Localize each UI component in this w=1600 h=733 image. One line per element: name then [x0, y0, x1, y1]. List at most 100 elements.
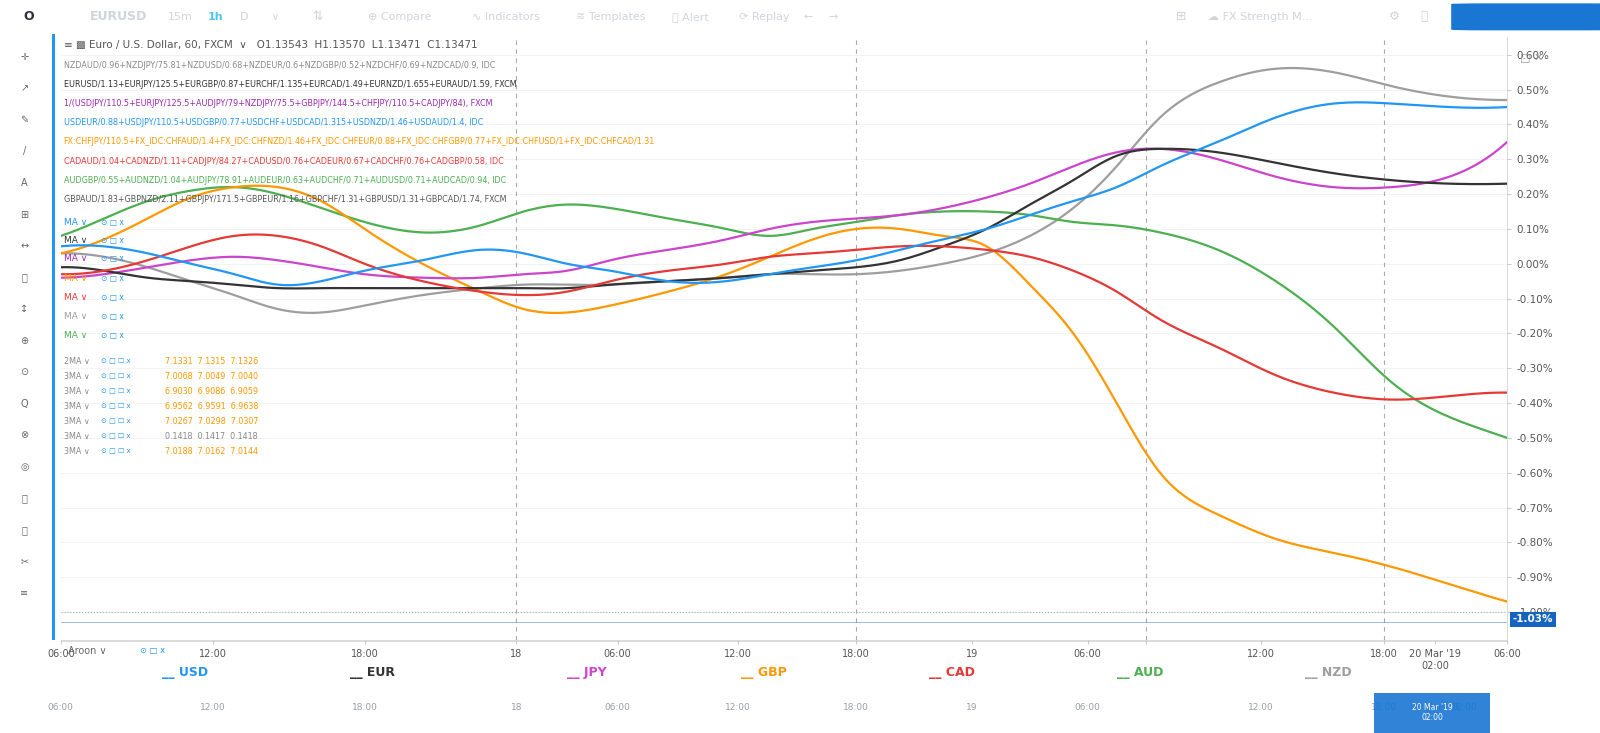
Text: ⊕: ⊕ [21, 336, 29, 345]
Text: ≋ Templates: ≋ Templates [576, 12, 645, 22]
Text: 7.1331  7.1315  7.1326: 7.1331 7.1315 7.1326 [165, 357, 258, 366]
Text: 6.9030  6.9086  6.9059: 6.9030 6.9086 6.9059 [165, 387, 258, 396]
Text: ⊕ Compare: ⊕ Compare [368, 12, 432, 22]
Text: Publish: Publish [1514, 12, 1558, 22]
Text: MA ∨: MA ∨ [64, 312, 86, 321]
Text: 🔒: 🔒 [21, 493, 27, 504]
Text: ⊙ □ ☐ x: ⊙ □ ☐ x [101, 417, 131, 423]
Text: O: O [24, 10, 34, 23]
Text: ↔: ↔ [21, 241, 29, 251]
Circle shape [0, 6, 541, 28]
Text: 12:00: 12:00 [725, 703, 750, 712]
Text: 3MA ∨: 3MA ∨ [64, 432, 90, 441]
Text: ⊙ □ x: ⊙ □ x [101, 236, 125, 246]
Text: ▶: ▶ [1586, 10, 1597, 24]
Text: 18:00: 18:00 [843, 703, 869, 712]
Text: ⊙: ⊙ [21, 367, 29, 377]
Text: ⊞: ⊞ [1176, 10, 1187, 23]
Text: __ EUR: __ EUR [350, 666, 395, 679]
Text: ⇅: ⇅ [312, 10, 323, 23]
Text: 2MA ∨: 2MA ∨ [64, 357, 90, 366]
Text: MA ∨: MA ∨ [64, 293, 86, 302]
Text: ⊞: ⊞ [21, 210, 29, 219]
Text: ⊙ □ ☐ x: ⊙ □ ☐ x [101, 357, 131, 363]
Text: ←: ← [803, 12, 813, 22]
Text: 1h: 1h [208, 12, 224, 22]
Text: ≡ ▩ Euro / U.S. Dollar, 60, FXCM  ∨   O1.13543  H1.13570  L1.13471  C1.13471: ≡ ▩ Euro / U.S. Dollar, 60, FXCM ∨ O1.13… [64, 40, 477, 51]
Text: ⊙ □ x: ⊙ □ x [101, 293, 125, 302]
Text: __ GBP: __ GBP [741, 666, 786, 679]
Text: 3MA ∨: 3MA ∨ [64, 447, 90, 456]
Text: 3MA ∨: 3MA ∨ [64, 417, 90, 426]
Text: ⊙ □ ☐ x: ⊙ □ ☐ x [101, 387, 131, 393]
Text: NZDAUD/0.96+NZDJPY/75.81+NZDUSD/0.68+NZDEUR/0.6+NZDGBP/0.52+NZDCHF/0.69+NZDCAD/0: NZDAUD/0.96+NZDJPY/75.81+NZDUSD/0.68+NZD… [64, 62, 494, 70]
Text: ⊙ □ x: ⊙ □ x [141, 647, 165, 655]
Text: ⊗: ⊗ [21, 430, 29, 441]
Text: MA ∨: MA ∨ [64, 254, 86, 263]
Bar [1374, 693, 1490, 733]
Text: 02:00: 02:00 [1451, 703, 1477, 712]
Text: EURUSD/1.13+EURJPY/125.5+EURGBP/0.87+EURCHF/1.135+EURCAD/1.49+EURNZD/1.655+EURAU: EURUSD/1.13+EURJPY/125.5+EURGBP/0.87+EUR… [64, 80, 517, 89]
Text: 7.0267  7.0298  7.0307: 7.0267 7.0298 7.0307 [165, 417, 259, 426]
Text: 06:00: 06:00 [605, 703, 630, 712]
Text: MA ∨: MA ∨ [64, 331, 86, 340]
Text: 3MA ∨: 3MA ∨ [64, 387, 90, 396]
Text: →: → [829, 12, 838, 22]
Text: 0.1418  0.1417  0.1418: 0.1418 0.1417 0.1418 [165, 432, 258, 441]
Text: MA ∨: MA ∨ [64, 273, 86, 283]
Text: ⊙ □ x: ⊙ □ x [101, 218, 125, 227]
Text: Q: Q [21, 399, 29, 408]
Text: ∨: ∨ [272, 12, 278, 22]
Text: 12:00: 12:00 [1248, 703, 1274, 712]
Text: 20 Mar '19
02:00: 20 Mar '19 02:00 [1411, 703, 1453, 722]
Text: A: A [21, 178, 27, 188]
Text: D: D [240, 12, 248, 22]
Text: 18:00: 18:00 [352, 703, 378, 712]
Text: 1/(USDJPY/110.5+EURJPY/125.5+AUDJPY/79+NZDJPY/75.5+GBPJPY/144.5+CHFJPY/110.5+CAD: 1/(USDJPY/110.5+EURJPY/125.5+AUDJPY/79+N… [64, 99, 493, 108]
Text: ◎: ◎ [21, 462, 29, 472]
Text: ⊙ □ ☐ x: ⊙ □ ☐ x [101, 372, 131, 377]
Text: ⊙ □ x: ⊙ □ x [101, 254, 125, 263]
Text: 👁: 👁 [21, 525, 27, 535]
Text: CADAUD/1.04+CADNZD/1.11+CADJPY/84.27+CADUSD/0.76+CADEUR/0.67+CADCHF/0.76+CADGBP/: CADAUD/1.04+CADNZD/1.11+CADJPY/84.27+CAD… [64, 157, 504, 166]
Text: USDEUR/0.88+USDJPY/110.5+USDGBP/0.77+USDCHF+USDCAD/1.315+USDNZD/1.46+USDAUD/1.4,: USDEUR/0.88+USDJPY/110.5+USDGBP/0.77+USD… [64, 118, 483, 127]
Text: 3MA ∨: 3MA ∨ [64, 372, 90, 380]
Text: -1.03%: -1.03% [1512, 614, 1554, 625]
Text: 18: 18 [510, 703, 522, 712]
Text: __ CAD: __ CAD [928, 666, 974, 679]
Text: ≡: ≡ [21, 588, 29, 598]
Text: 20 Mar '19: 20 Mar '19 [1411, 703, 1459, 712]
Text: □ ✕: □ ✕ [1520, 53, 1542, 62]
Text: FX:CHFJPY/110.5+FX_IDC:CHFAUD/1.4+FX_IDC:CHFNZD/1.46+FX_IDC:CHFEUR/0.88+FX_IDC:C: FX:CHFJPY/110.5+FX_IDC:CHFAUD/1.4+FX_IDC… [64, 137, 654, 147]
Text: ☁ FX Strength M...: ☁ FX Strength M... [1208, 12, 1312, 22]
Text: 3MA ∨: 3MA ∨ [64, 402, 90, 411]
Text: ⊙ □ x: ⊙ □ x [101, 331, 125, 340]
Text: 19: 19 [966, 703, 978, 712]
Text: ⤢: ⤢ [21, 273, 27, 282]
Text: 12:00: 12:00 [200, 703, 226, 712]
Text: /: / [22, 147, 26, 156]
Text: 06:00: 06:00 [48, 703, 74, 712]
Text: ⚙: ⚙ [1389, 10, 1400, 23]
Text: 6.9562  6.9591  6.9638: 6.9562 6.9591 6.9638 [165, 402, 258, 411]
Text: GBPAUD/1.83+GBPNZD/2.11+GBPJPY/171.5+GBPEUR/1.16+GBPCHF/1.31+GBPUSD/1.31+GBPCAD/: GBPAUD/1.83+GBPNZD/2.11+GBPJPY/171.5+GBP… [64, 195, 506, 205]
Text: ⊙ □ x: ⊙ □ x [101, 273, 125, 283]
Bar [51, 34, 54, 640]
Text: ⊙ □ ☐ x: ⊙ □ ☐ x [101, 402, 131, 408]
Text: MA ∨: MA ∨ [64, 236, 86, 246]
Text: 7.0068  7.0049  7.0040: 7.0068 7.0049 7.0040 [165, 372, 258, 380]
Text: ↕: ↕ [21, 304, 29, 314]
Text: __ AUD: __ AUD [1117, 666, 1163, 679]
Text: ⊙ □ x: ⊙ □ x [101, 312, 125, 321]
Text: ⛶: ⛶ [1421, 10, 1429, 23]
Text: __ JPY: __ JPY [566, 666, 606, 679]
Text: __ USD: __ USD [162, 666, 208, 679]
Text: ◫: ◫ [1451, 10, 1462, 23]
Text: 7.0188  7.0162  7.0144: 7.0188 7.0162 7.0144 [165, 447, 258, 456]
FancyBboxPatch shape [1451, 4, 1600, 30]
Text: ⊙ □ ☐ x: ⊙ □ ☐ x [101, 447, 131, 453]
Text: ⊙ □ ☐ x: ⊙ □ ☐ x [101, 432, 131, 438]
Text: AUDGBP/0.55+AUDNZD/1.04+AUDJPY/78.91+AUDEUR/0.63+AUDCHF/0.71+AUDUSD/0.71+AUDCAD/: AUDGBP/0.55+AUDNZD/1.04+AUDJPY/78.91+AUD… [64, 176, 506, 185]
Text: ✎: ✎ [21, 115, 29, 125]
Text: __ NZD: __ NZD [1304, 666, 1352, 679]
